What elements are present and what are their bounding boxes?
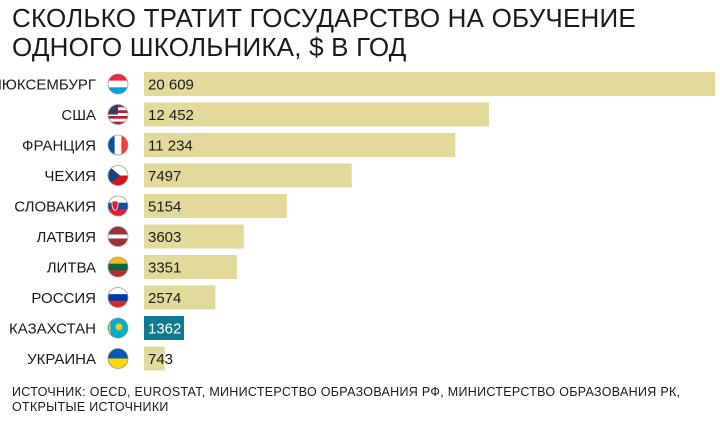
value-label: 11 234 (148, 138, 193, 155)
value-label: 743 (148, 351, 173, 368)
value-label: 2574 (148, 290, 181, 307)
luxembourg-flag-icon (107, 73, 129, 95)
bar-chart: ЛЮКСЕМБУРГ 20 609 США 12 452 ФРАНЦИЯ 11 234 ЧЕ… (0, 72, 715, 371)
bar-row: ЛЮКСЕМБУРГ 20 609 (0, 72, 715, 96)
category-label: ЛЮКСЕМБУРГ (0, 77, 96, 94)
bar (144, 102, 489, 127)
bar (144, 346, 165, 371)
category-label: УКРАИНА (27, 351, 96, 368)
category-label: ЛАТВИЯ (37, 229, 96, 246)
bar (144, 163, 352, 188)
bar (144, 316, 184, 340)
value-label: 7497 (148, 168, 181, 185)
bar (144, 194, 287, 218)
france-flag-icon (107, 134, 129, 156)
value-label: 20 609 (148, 77, 194, 94)
bar-row: США 12 452 (61, 102, 489, 127)
bar-row: СЛОВАКИЯ 5154 (14, 194, 287, 218)
value-label: 5154 (148, 199, 181, 216)
latvia-flag-icon (107, 226, 129, 247)
slovakia-flag-icon (107, 195, 129, 217)
usa-flag-icon (107, 104, 129, 125)
lithuania-flag-icon (107, 256, 129, 278)
value-label: 1362 (148, 321, 181, 338)
category-label: США (61, 107, 96, 124)
bar (144, 133, 456, 157)
ukraine-flag-icon (107, 348, 129, 369)
bar-row: УКРАИНА 743 (27, 346, 173, 371)
bar-row: ЛАТВИЯ 3603 (37, 224, 244, 249)
source-note: ИСТОЧНИК: OECD, EUROSTAT, МИНИСТЕРСТВО О… (12, 385, 681, 414)
category-label: ЛИТВА (47, 260, 96, 277)
bar (144, 285, 216, 310)
category-label: СЛОВАКИЯ (14, 199, 96, 216)
kazakhstan-flag-icon (107, 317, 129, 339)
value-label: 3603 (148, 229, 181, 246)
czechia-flag-icon (107, 165, 129, 186)
bar (144, 72, 715, 96)
category-label: ФРАНЦИЯ (22, 138, 96, 155)
bar-row: КАЗАХСТАН 1362 (9, 316, 184, 340)
chart-title: СКОЛЬКО ТРАТИТ ГОСУДАРСТВО НА ОБУЧЕНИЕ О… (12, 3, 636, 62)
value-label: 12 452 (148, 107, 194, 124)
russia-flag-icon (107, 287, 129, 308)
bar-row: ЛИТВА 3351 (47, 255, 237, 279)
value-label: 3351 (148, 260, 181, 277)
bar (144, 255, 237, 279)
bar-row: РОССИЯ 2574 (31, 285, 216, 310)
category-label: ЧЕХИЯ (44, 168, 96, 185)
bar-row: ЧЕХИЯ 7497 (44, 163, 352, 188)
category-label: КАЗАХСТАН (9, 321, 96, 338)
category-label: РОССИЯ (31, 290, 96, 307)
bar (144, 224, 244, 249)
bar-row: ФРАНЦИЯ 11 234 (22, 133, 456, 157)
